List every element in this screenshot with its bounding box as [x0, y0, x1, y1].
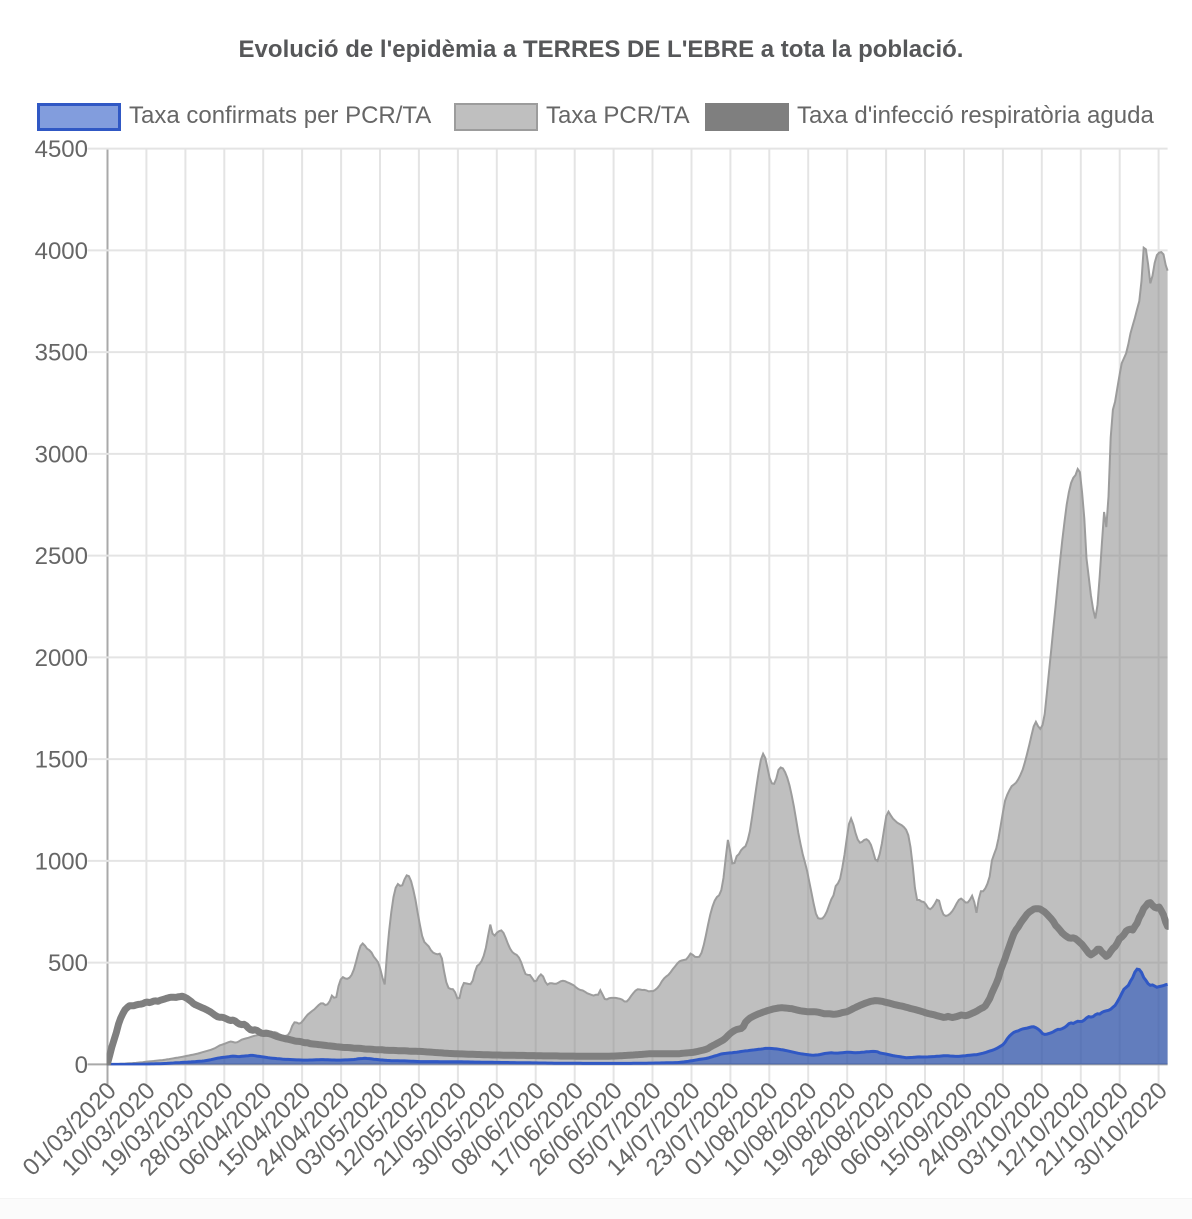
svg-text:2000: 2000 [35, 645, 88, 672]
svg-text:1500: 1500 [35, 747, 88, 774]
svg-text:3000: 3000 [35, 442, 88, 469]
svg-text:3500: 3500 [35, 340, 88, 367]
svg-text:500: 500 [48, 950, 88, 977]
svg-text:1000: 1000 [35, 849, 88, 876]
svg-text:4000: 4000 [35, 238, 88, 265]
svg-text:4500: 4500 [35, 136, 88, 163]
svg-text:2500: 2500 [35, 543, 88, 570]
svg-text:0: 0 [75, 1052, 88, 1079]
